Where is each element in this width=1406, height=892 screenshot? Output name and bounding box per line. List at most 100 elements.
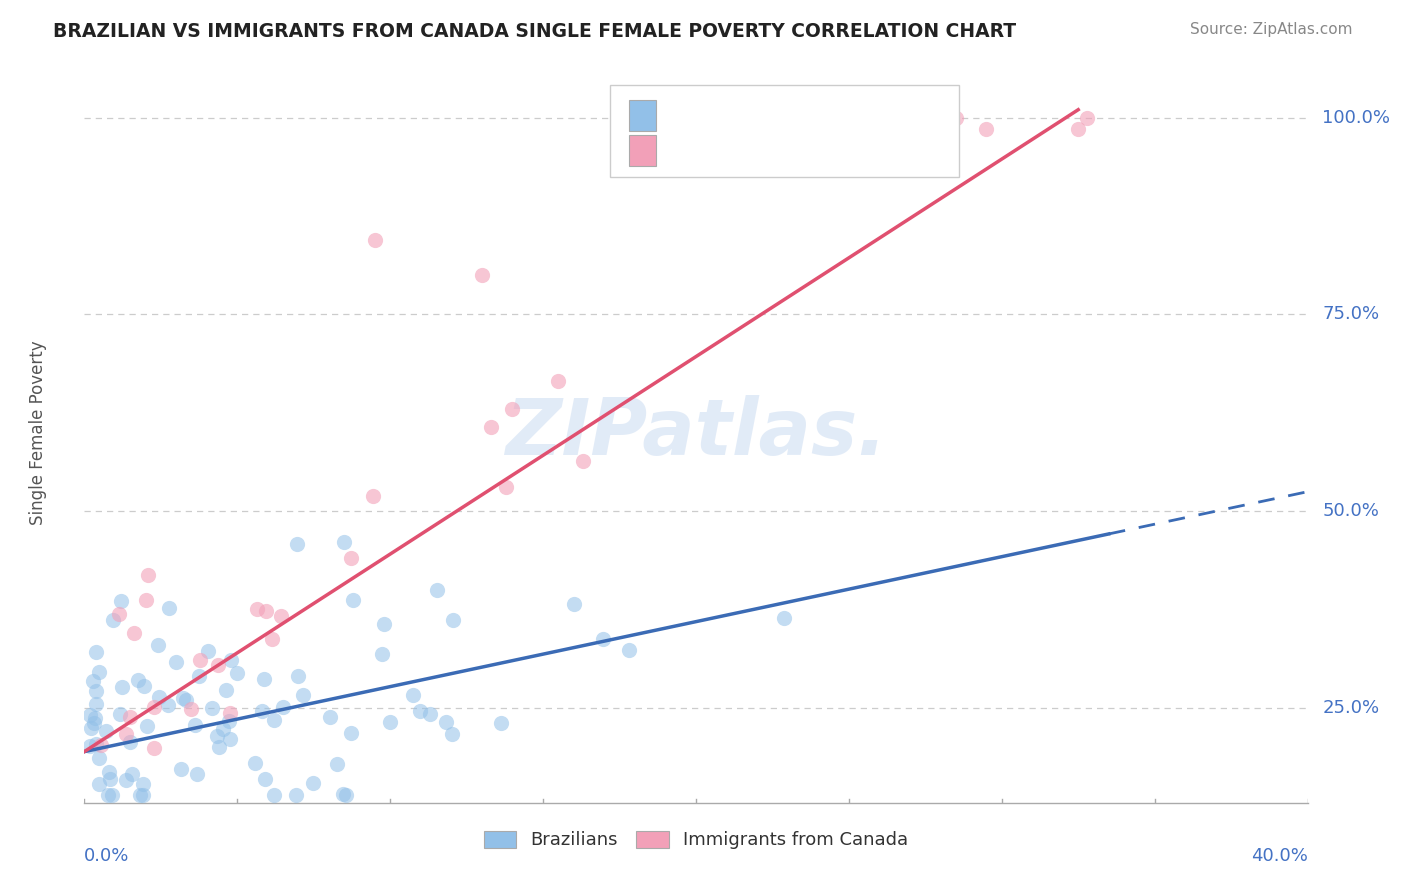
Point [157, 601, 180, 615]
Point [174, 692, 197, 706]
Point [773, 610, 796, 624]
Text: 0.0%: 0.0% [84, 847, 129, 865]
Point [246, 602, 269, 616]
Point [250, 704, 273, 718]
Point [82, 674, 104, 689]
Point [114, 726, 136, 740]
Point [333, 535, 356, 549]
Point [180, 702, 202, 716]
Bar [628, 100, 655, 131]
Point [184, 717, 207, 731]
Point [409, 704, 432, 718]
Point [87, 665, 110, 679]
Point [90, 739, 112, 753]
Text: R = 0.410: R = 0.410 [669, 103, 773, 123]
Point [270, 608, 292, 623]
Point [87, 751, 110, 765]
FancyBboxPatch shape [610, 85, 959, 178]
Text: Single Female Poverty: Single Female Poverty [30, 341, 46, 524]
Point [285, 536, 308, 550]
Point [148, 690, 170, 704]
Point [340, 726, 363, 740]
Point [129, 788, 152, 802]
Point [342, 593, 364, 607]
Point [83, 711, 105, 725]
Point [226, 666, 249, 681]
Point [188, 653, 211, 667]
Point [370, 647, 392, 661]
Text: N = 30: N = 30 [810, 139, 883, 159]
Point [131, 788, 153, 802]
Text: 25.0%: 25.0% [1322, 699, 1379, 717]
Point [132, 679, 155, 693]
Text: Source: ZipAtlas.com: Source: ZipAtlas.com [1189, 22, 1353, 37]
Text: 50.0%: 50.0% [1322, 502, 1379, 520]
Point [419, 706, 441, 721]
Text: R = 0.751: R = 0.751 [669, 139, 773, 159]
Point [271, 699, 294, 714]
Point [143, 740, 166, 755]
Point [287, 669, 309, 683]
Point [97, 788, 120, 802]
Point [205, 729, 228, 743]
Point [332, 787, 354, 801]
Point [108, 707, 131, 722]
Point [291, 688, 314, 702]
Point [219, 653, 242, 667]
Point [107, 607, 129, 621]
Point [83, 716, 105, 731]
Point [212, 722, 235, 736]
Point [135, 719, 157, 733]
Point [200, 701, 222, 715]
Text: ZIPatlas.: ZIPatlas. [505, 394, 887, 471]
Point [156, 698, 179, 713]
Point [426, 583, 449, 598]
Point [84, 737, 107, 751]
Legend: Brazilians, Immigrants from Canada: Brazilians, Immigrants from Canada [477, 823, 915, 856]
Point [84, 697, 107, 711]
Point [319, 710, 342, 724]
Point [436, 715, 458, 730]
Point [402, 688, 425, 702]
Point [143, 700, 166, 714]
Point [103, 613, 125, 627]
Point [263, 713, 285, 727]
Point [170, 763, 193, 777]
Point [122, 626, 145, 640]
Point [127, 673, 149, 688]
Point [284, 788, 307, 802]
Point [502, 402, 524, 417]
Point [219, 731, 242, 746]
Point [562, 597, 585, 611]
Point [254, 772, 277, 786]
Point [207, 658, 229, 673]
Point [256, 604, 278, 618]
Text: BRAZILIAN VS IMMIGRANTS FROM CANADA SINGLE FEMALE POVERTY CORRELATION CHART: BRAZILIAN VS IMMIGRANTS FROM CANADA SING… [53, 22, 1017, 41]
Point [441, 614, 464, 628]
Point [118, 735, 141, 749]
Point [187, 669, 209, 683]
Point [111, 680, 134, 694]
Point [335, 788, 357, 802]
Point [80, 721, 103, 735]
Point [373, 616, 395, 631]
Point [361, 490, 384, 504]
Point [441, 726, 464, 740]
Point [84, 645, 107, 659]
Point [214, 682, 236, 697]
Point [121, 767, 143, 781]
Point [302, 776, 325, 790]
Point [340, 550, 363, 565]
Text: 100.0%: 100.0% [1322, 109, 1391, 127]
Point [592, 632, 614, 647]
Point [380, 714, 402, 729]
Point [495, 480, 517, 494]
Bar [628, 135, 655, 166]
Point [617, 643, 640, 657]
Point [218, 706, 240, 720]
Point [364, 233, 387, 247]
Point [79, 739, 101, 753]
Point [136, 568, 159, 582]
Point [547, 375, 569, 389]
Point [132, 777, 155, 791]
